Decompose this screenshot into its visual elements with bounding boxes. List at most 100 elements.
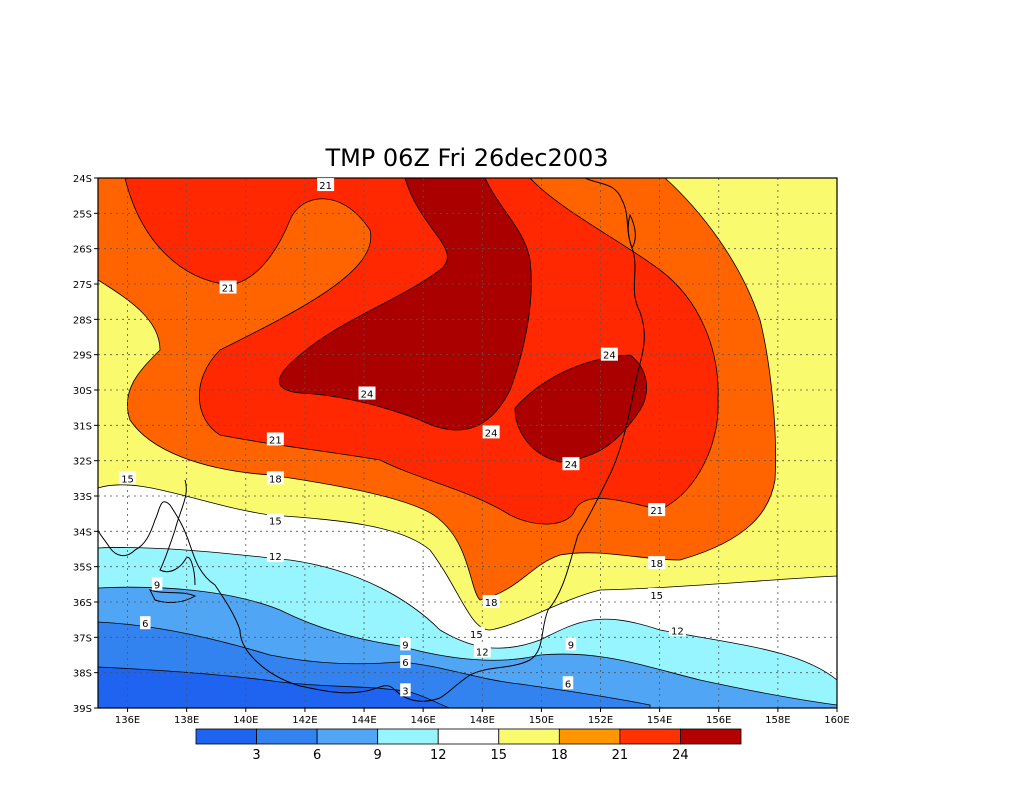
contour-label: 15 (650, 591, 663, 602)
contour-label-bg (400, 683, 411, 697)
x-tick-label: 152E (588, 715, 613, 726)
y-tick-label: 38S (73, 669, 92, 680)
contour-label-bg (119, 471, 137, 485)
contour-label-bg (400, 655, 411, 669)
gulf-coast (159, 479, 196, 586)
x-tick-label: 158E (765, 715, 790, 726)
contour-label: 6 (565, 679, 571, 690)
contour-label-bg (140, 616, 151, 630)
temperature-field (98, 178, 837, 708)
contour-label: 24 (603, 351, 616, 362)
contour-label: 12 (671, 626, 684, 637)
y-tick-label: 30S (73, 386, 92, 397)
contour-label-bg (648, 556, 666, 570)
island-fraser (627, 213, 636, 250)
x-axis-ticks: 136E 138E 140E 142E 144E 146E 148E 150E 152E 154E… (115, 708, 850, 726)
colorbar-label: 6 (313, 748, 321, 763)
contour-label-bg (266, 471, 284, 485)
contour-label-bg (565, 637, 577, 651)
y-tick-label: 36S (73, 598, 92, 609)
colorbar-label: 3 (252, 748, 260, 763)
x-tick-label: 160E (824, 715, 849, 726)
contour-label: 18 (485, 598, 498, 609)
contour-labels: 21 21 24 24 24 24 21 21 18 18 18 15 15 15 15 12 12 12 9 9 9 6… (119, 178, 686, 697)
y-tick-label: 24S (73, 174, 92, 185)
colorbar-label: 15 (491, 748, 508, 763)
contour-label: 12 (476, 647, 489, 658)
colorbar-label: 18 (551, 748, 568, 763)
contour-label-bg (562, 457, 580, 471)
y-tick-label: 29S (73, 351, 92, 362)
contour-label: 21 (222, 284, 235, 295)
contour-label-bg (219, 280, 237, 294)
island-kangaroo (149, 589, 197, 604)
colorbar-label: 24 (672, 748, 689, 763)
x-tick-label: 142E (292, 715, 317, 726)
x-tick-label: 146E (410, 715, 435, 726)
colorbar-swatch (558, 728, 621, 745)
x-tick-label: 156E (706, 715, 731, 726)
contour-label: 15 (470, 630, 483, 641)
band-gt-24-west (279, 178, 532, 431)
contour-label-bg (482, 425, 500, 439)
contour-label-bg (648, 587, 666, 601)
contour-label-bg (668, 623, 686, 637)
contour-label: 15 (269, 517, 282, 528)
colorbar-label: 9 (374, 748, 382, 763)
contour-label-bg (317, 178, 335, 192)
x-tick-label: 138E (174, 715, 199, 726)
contour-label: 24 (565, 460, 578, 471)
x-tick-label: 154E (647, 715, 672, 726)
y-tick-label: 27S (73, 280, 92, 291)
y-tick-label: 33S (73, 492, 92, 503)
y-axis-ticks: 24S 25S 26S 27S 28S 29S 30S 31S 32S 33S 34S 35S 36S 3… (73, 174, 98, 715)
y-tick-label: 37S (73, 633, 92, 644)
band-gt-24-east (514, 354, 647, 463)
colorbar-label: 21 (612, 748, 629, 763)
x-tick-label: 150E (529, 715, 554, 726)
band-lt-3 (98, 666, 451, 708)
contour-label: 6 (402, 658, 408, 669)
contour-label: 18 (650, 559, 663, 570)
contour-label: 12 (269, 552, 282, 563)
contour-label: 9 (402, 640, 408, 651)
colorbar-swatch (498, 728, 560, 745)
colorbar-swatch (256, 728, 318, 745)
contour-label-bg (562, 676, 574, 690)
contour-label: 18 (269, 474, 282, 485)
y-tick-label: 39S (73, 704, 92, 715)
colorbar-swatch (437, 728, 500, 745)
x-tick-label: 140E (233, 715, 258, 726)
contour-label-bg (600, 347, 618, 361)
contour-label: 21 (319, 181, 332, 192)
y-tick-label: 32S (73, 457, 92, 468)
contour-label-bg (151, 577, 163, 591)
contour-label-bg (266, 549, 284, 563)
contour-label: 3 (402, 686, 408, 697)
contour-label-bg (467, 626, 485, 640)
plot-frame (97, 177, 838, 709)
x-tick-label: 148E (470, 715, 495, 726)
contour-label: 24 (485, 428, 498, 439)
chart-title: TMP 06Z Fri 26dec2003 (324, 144, 608, 172)
contour-label: 9 (568, 640, 574, 651)
contour-label: 21 (650, 506, 663, 517)
colorbar-swatch (195, 728, 257, 745)
contour-label-bg (266, 432, 284, 446)
y-tick-label: 35S (73, 563, 92, 574)
x-tick-label: 136E (115, 715, 140, 726)
contour-label: 21 (269, 435, 282, 446)
colorbar-swatch (680, 728, 742, 745)
contour-label-bg (482, 595, 500, 608)
contour-label: 6 (142, 619, 148, 630)
y-tick-label: 26S (73, 245, 92, 256)
coastline (98, 178, 645, 702)
contour-label-bg (266, 513, 284, 527)
colorbar: 3 6 9 12 15 18 21 24 (195, 728, 742, 763)
contour-label-bg (400, 637, 411, 651)
colorbar-label: 12 (430, 748, 447, 763)
contour-label: 15 (121, 474, 134, 485)
contour-label-bg (358, 386, 376, 400)
colorbar-swatch (316, 728, 379, 745)
